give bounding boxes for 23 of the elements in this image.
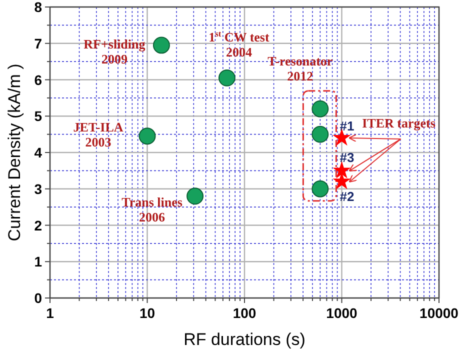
y-tick-label: 7	[34, 35, 42, 52]
x-tick-label: 10	[139, 305, 156, 321]
x-tick-label: 100	[232, 305, 256, 321]
annotation: T-resonator 2012	[268, 53, 333, 84]
y-tick-label: 2	[34, 217, 42, 234]
x-tick-label: 10000	[420, 305, 459, 321]
y-tick-label: 3	[34, 180, 42, 197]
y-tick-label: 5	[34, 108, 42, 124]
annotation: ITER targets	[362, 116, 436, 130]
annotation: Trans lines 2006	[122, 194, 182, 225]
x-tick-label: 1	[46, 305, 54, 321]
annotation: #2	[340, 189, 354, 204]
y-axis-title: Current Density (kA/m )	[5, 64, 24, 242]
y-tick-label: 8	[34, 0, 42, 15]
y-tick-label: 1	[34, 254, 42, 270]
y-tick-label: 6	[34, 72, 42, 88]
x-tick-label: 1000	[326, 305, 358, 321]
x-axis-title: RF durations (s)	[184, 330, 306, 349]
annotation: #1	[340, 118, 354, 134]
y-tick-label: 4	[34, 144, 42, 160]
annotation: JET-ILA 2003	[73, 120, 124, 150]
annotation: #3	[340, 150, 354, 166]
y-tick-label: 0	[34, 290, 42, 306]
